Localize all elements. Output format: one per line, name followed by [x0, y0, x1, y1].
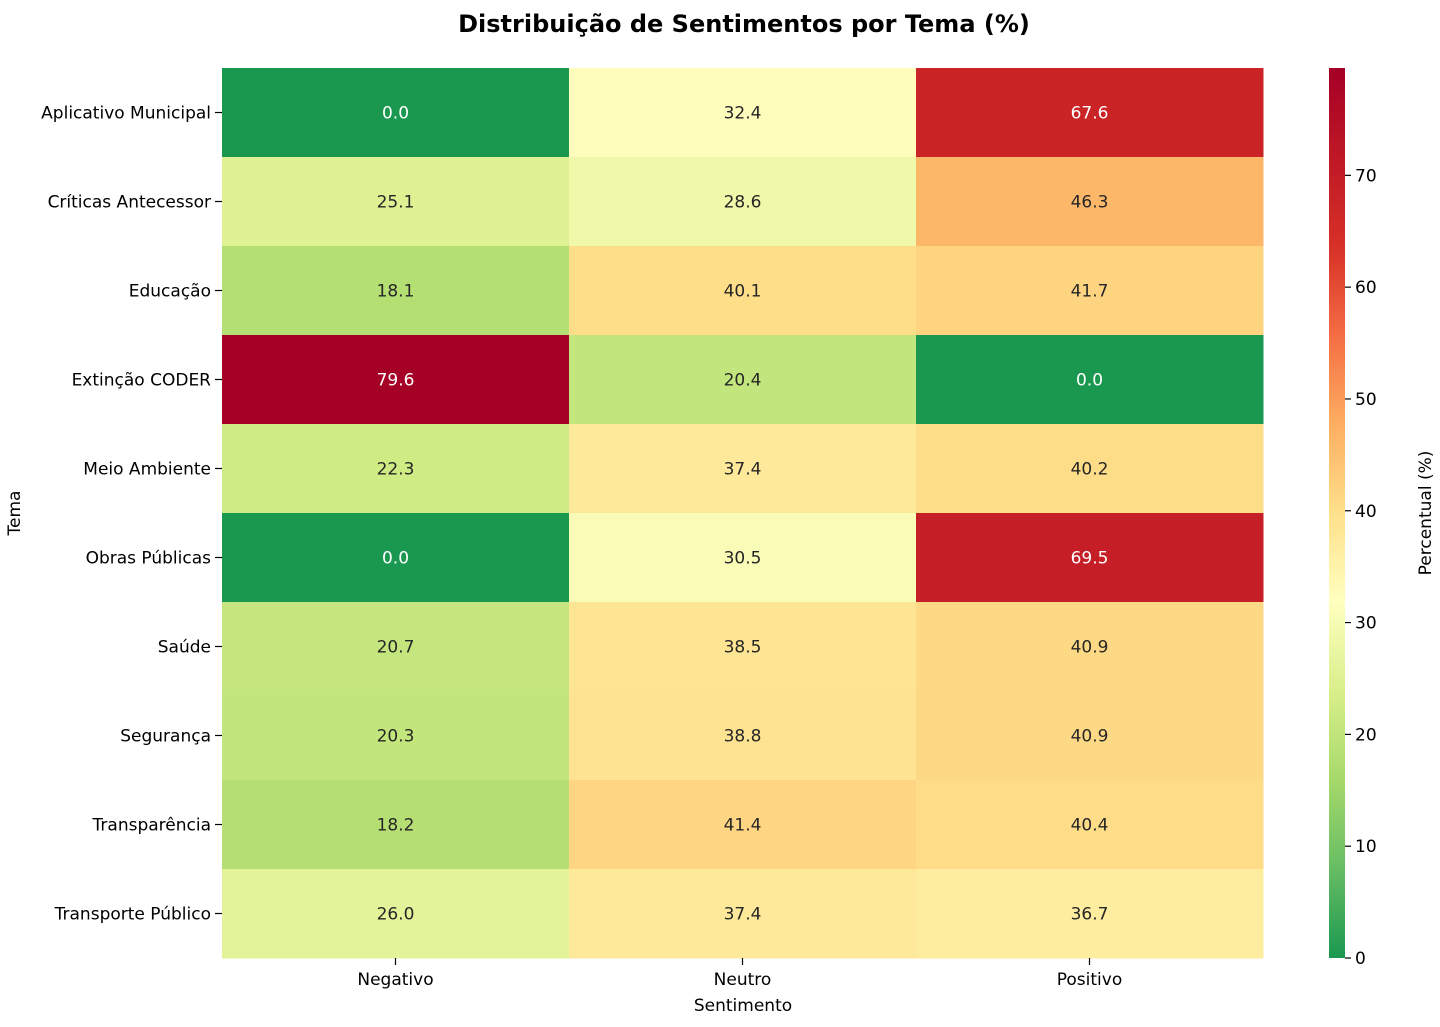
cell-value-label: 28.6 [724, 193, 762, 213]
y-axis: Aplicativo Municipal Críticas Antecessor E… [41, 104, 222, 925]
colorbar-label: Percentual (%) [1416, 451, 1436, 576]
cell-value-label: 40.2 [1071, 460, 1109, 480]
heatmap-cell [569, 513, 917, 603]
heatmap-cell [222, 424, 570, 514]
cell-value-label: 30.5 [724, 549, 762, 569]
y-tick-label: Educação [129, 282, 211, 302]
cell-value-label: 0.0 [1076, 371, 1103, 391]
y-tick-label: Críticas Antecessor [48, 193, 211, 213]
cell-value-label: 40.9 [1071, 727, 1109, 747]
cell-value-label: 41.4 [724, 816, 762, 836]
heatmap-cell [569, 424, 917, 514]
heatmap-cell [916, 68, 1264, 158]
x-tick-label: Positivo [1057, 970, 1122, 990]
cell-value-label: 41.7 [1071, 282, 1109, 302]
heatmap-cell [569, 246, 917, 336]
cell-value-label: 26.0 [377, 905, 415, 925]
heatmap-cell [222, 246, 570, 336]
x-axis: Negativo Neutro Positivo [357, 958, 1122, 990]
colorbar-tick-label: 0 [1355, 949, 1366, 969]
colorbar-tick-label: 30 [1355, 614, 1377, 634]
cell-value-label: 79.6 [377, 371, 415, 391]
cell-value-label: 18.2 [377, 816, 415, 836]
x-tick-label: Neutro [714, 970, 772, 990]
colorbar-tick-label: 40 [1355, 502, 1377, 522]
colorbar-tick-label: 60 [1355, 278, 1377, 298]
cell-value-label: 20.3 [377, 727, 415, 747]
heatmap-cell [222, 780, 570, 870]
cell-value-label: 36.7 [1071, 905, 1109, 925]
cell-value-label: 0.0 [382, 104, 409, 124]
cell-value-label: 37.4 [724, 460, 762, 480]
cell-value-label: 18.1 [377, 282, 415, 302]
colorbar-tick-label: 50 [1355, 390, 1377, 410]
cell-value-label: 37.4 [724, 905, 762, 925]
heatmap-cell [569, 780, 917, 870]
cell-value-label: 20.4 [724, 371, 762, 391]
y-tick-label: Aplicativo Municipal [41, 104, 211, 124]
colorbar-axis: 0 10 20 30 40 50 60 70 [1345, 166, 1377, 969]
cell-value-label: 20.7 [377, 638, 415, 658]
cell-value-label: 40.9 [1071, 638, 1109, 658]
heatmap-cell [916, 780, 1264, 870]
cell-value-label: 40.1 [724, 282, 762, 302]
heatmap-cell [916, 335, 1264, 425]
heatmap-cell [916, 513, 1264, 603]
y-tick-label: Saúde [158, 638, 211, 658]
heatmap-cell [916, 246, 1264, 336]
heatmap-cell [222, 513, 570, 603]
y-tick-label: Obras Públicas [86, 549, 212, 569]
chart-title: Distribuição de Sentimentos por Tema (%) [458, 10, 1030, 38]
x-axis-label: Sentimento [694, 996, 792, 1016]
cell-value-label: 69.5 [1071, 549, 1109, 569]
cell-value-label: 32.4 [724, 104, 762, 124]
heatmap-cell [569, 157, 917, 247]
y-tick-label: Transparência [92, 816, 211, 836]
heatmap-cell [916, 157, 1264, 247]
colorbar-tick-label: 10 [1355, 837, 1377, 857]
y-tick-label: Segurança [120, 727, 211, 747]
heatmap-cell [569, 335, 917, 425]
colorbar-tick-label: 20 [1355, 725, 1377, 745]
heatmap-cell [916, 602, 1264, 692]
cell-value-label: 46.3 [1071, 193, 1109, 213]
x-tick-label: Negativo [357, 970, 433, 990]
colorbar [1329, 68, 1345, 958]
heatmap-cell [222, 602, 570, 692]
y-tick-label: Meio Ambiente [83, 460, 211, 480]
heatmap-cell [916, 869, 1264, 959]
cell-value-label: 38.8 [724, 727, 762, 747]
cell-value-label: 67.6 [1071, 104, 1109, 124]
cell-value-label: 22.3 [377, 460, 415, 480]
cell-value-label: 38.5 [724, 638, 762, 658]
heatmap-cell [569, 602, 917, 692]
heatmap-cell [222, 157, 570, 247]
heatmap-cell [222, 68, 570, 158]
heatmap-cell [916, 691, 1264, 781]
heatmap-cell [569, 869, 917, 959]
y-tick-label: Extinção CODER [72, 371, 212, 391]
cell-value-label: 40.4 [1071, 816, 1109, 836]
heatmap-cell [222, 691, 570, 781]
heatmap-cell [916, 424, 1264, 514]
heatmap-cell [222, 869, 570, 959]
y-tick-label: Transporte Público [54, 905, 211, 925]
cell-value-label: 0.0 [382, 549, 409, 569]
colorbar-tick-label: 70 [1355, 166, 1377, 186]
heatmap-cell [569, 691, 917, 781]
heatmap-cell [222, 335, 570, 425]
y-axis-label: Tema [5, 491, 25, 537]
heatmap-cell [569, 68, 917, 158]
heatmap-cells: 0.0 32.4 67.6 25.1 28.6 46.3 18.1 40.1 41.7 79.6 2… [222, 68, 1264, 959]
cell-value-label: 25.1 [377, 193, 415, 213]
